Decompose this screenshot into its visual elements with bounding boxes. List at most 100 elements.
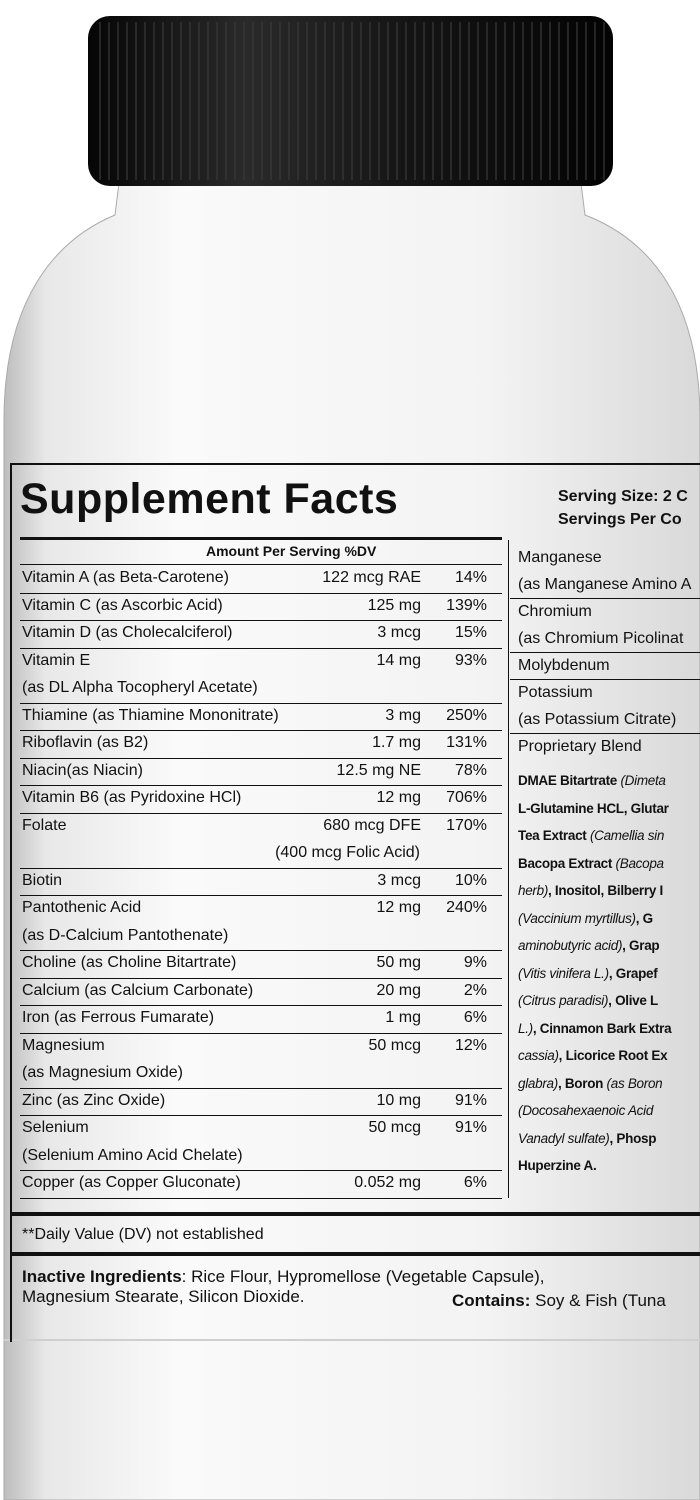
blend-line: Tea Extract (Camellia sin (518, 829, 664, 843)
daily-value: 170% (446, 816, 487, 834)
blend-text: , Olive L (608, 993, 658, 1008)
daily-value: 12% (454, 1036, 487, 1054)
daily-value: 91% (454, 1091, 487, 1109)
rule-line (20, 785, 502, 786)
servings-per-container: Servings Per Co (558, 511, 682, 528)
blend-text: (Bacopa (615, 855, 664, 871)
nutrient-name: (Selenium Amino Acid Chelate) (22, 1146, 243, 1164)
rule-line (20, 730, 502, 731)
nutrient-name: Folate (22, 816, 67, 834)
rule-line (20, 1115, 502, 1116)
blend-text: Huperzine A. (518, 1158, 597, 1173)
nutrient-name: Vitamin D (as Cholecalciferol) (22, 624, 233, 641)
amount: 20 mg (376, 981, 421, 999)
blend-text: (Dimeta (620, 773, 666, 788)
nutrient-name: (as D-Calcium Pantothenate) (22, 926, 229, 944)
rule-line (20, 757, 502, 759)
daily-value: 93% (454, 651, 487, 669)
rule-line (510, 598, 700, 599)
nutrient-name: Copper (as Copper Gluconate) (22, 1174, 241, 1191)
nutrient-name: Potassium (518, 684, 593, 701)
blend-text: , Boron (557, 1075, 607, 1091)
daily-value: 240% (446, 899, 487, 916)
blend-line: Bacopa Extract (Bacopa (518, 855, 664, 871)
amount: 50 mg (376, 954, 421, 971)
daily-value: 6% (463, 1009, 487, 1026)
blend-text: , Grapef (608, 965, 658, 981)
blend-line: cassia), Licorice Root Ex (518, 1048, 668, 1063)
rule-line (20, 950, 502, 951)
nutrient-name: Vitamin B6 (as Pyridoxine HCl) (22, 789, 242, 806)
blend-line: DMAE Bitartrate (Dimeta (518, 774, 666, 788)
daily-value: 131% (446, 734, 487, 751)
title: Supplement Facts (20, 475, 399, 523)
rule-line (12, 1211, 700, 1216)
bottle-body (3, 174, 700, 1500)
blend-line: Vanadyl sulfate), Phosp (518, 1131, 656, 1146)
blend-line: (Citrus paradisi), Olive L (518, 994, 658, 1008)
nutrient-name: Riboflavin (as B2) (22, 734, 149, 751)
nutrient-name: (as Magnesium Oxide) (22, 1064, 183, 1081)
daily-value: 2% (463, 981, 487, 999)
amount: 50 mcg (368, 1036, 421, 1054)
inactive-text: Magnesium Stearate, Silicon Dioxide. (22, 1286, 305, 1306)
nutrient-name: Niacin(as Niacin) (22, 761, 143, 779)
nutrient-name: Vitamin A (as Beta-Carotene) (22, 569, 229, 586)
blend-line: L.), Cinnamon Bark Extra (518, 1020, 672, 1036)
blend-line: Huperzine A. (518, 1158, 597, 1173)
nutrient-name: (as Chromium Picolinat (518, 630, 684, 647)
amount: 12 mg (376, 789, 421, 806)
daily-value: 78% (454, 761, 487, 779)
blend-line: aminobutyric acid), Grap (518, 938, 660, 953)
nutrient-name: Iron (as Ferrous Fumarate) (22, 1009, 215, 1026)
rule-line (20, 564, 502, 565)
amount: 14 mg (376, 651, 421, 669)
nutrient-name: Selenium (22, 1119, 89, 1136)
blend-text: , Licorice Root Ex (558, 1048, 668, 1063)
contains-text: Soy & Fish (Tuna (530, 1290, 666, 1310)
inactive-line: Inactive Ingredients: Rice Flour, Hyprom… (22, 1268, 545, 1285)
nutrient-name: Vitamin E (22, 651, 91, 669)
nutrient-name: (as Potassium Citrate) (518, 711, 677, 728)
blend-text: herb) (518, 883, 549, 898)
daily-value: 9% (463, 954, 487, 971)
blend-text: Bacopa Extract (518, 855, 616, 871)
amount: 3 mcg (377, 624, 421, 641)
rule-line (20, 592, 502, 594)
blend-text: (as Boron (606, 1075, 663, 1091)
nutrient-name: Chromium (518, 603, 592, 620)
table-header: Amount Per Serving %DV (206, 543, 377, 559)
amount: 12.5 mg NE (336, 761, 421, 779)
daily-value: 706% (446, 789, 487, 806)
rule-line (20, 1032, 502, 1034)
rule-line (20, 702, 502, 704)
blend-text: (Vitis vinifera L.) (518, 965, 609, 981)
blend-text: (Camellia sin (589, 828, 665, 843)
amount: 125 mg (367, 596, 421, 614)
blend-text: L.) (518, 1020, 533, 1036)
daily-value: 139% (446, 596, 487, 614)
nutrient-name: Pantothenic Acid (22, 899, 142, 916)
blend-line: (Vitis vinifera L.), Grapef (518, 965, 658, 981)
amount: 3 mcg (377, 871, 421, 889)
rule-line (20, 812, 502, 814)
nutrient-name: Biotin (22, 871, 63, 889)
bottle-cap (88, 16, 613, 186)
rule-line (20, 895, 502, 896)
amount: (400 mcg Folic Acid) (275, 844, 420, 861)
daily-value: 6% (463, 1174, 487, 1191)
blend-text: Tea Extract (518, 828, 590, 843)
rule-line (510, 652, 700, 653)
blend-text: aminobutyric acid) (518, 938, 623, 953)
column-divider (508, 540, 509, 1198)
serving-size: Serving Size: 2 C (558, 488, 688, 505)
daily-value: 91% (454, 1119, 487, 1136)
nutrient-name: Choline (as Choline Bitartrate) (22, 954, 237, 971)
amount: 0.052 mg (354, 1174, 421, 1191)
nutrient-name: (as DL Alpha Tocopheryl Acetate) (22, 679, 258, 696)
rule-line (20, 620, 502, 621)
amount: 50 mcg (368, 1119, 421, 1136)
rule-line (20, 1087, 502, 1089)
